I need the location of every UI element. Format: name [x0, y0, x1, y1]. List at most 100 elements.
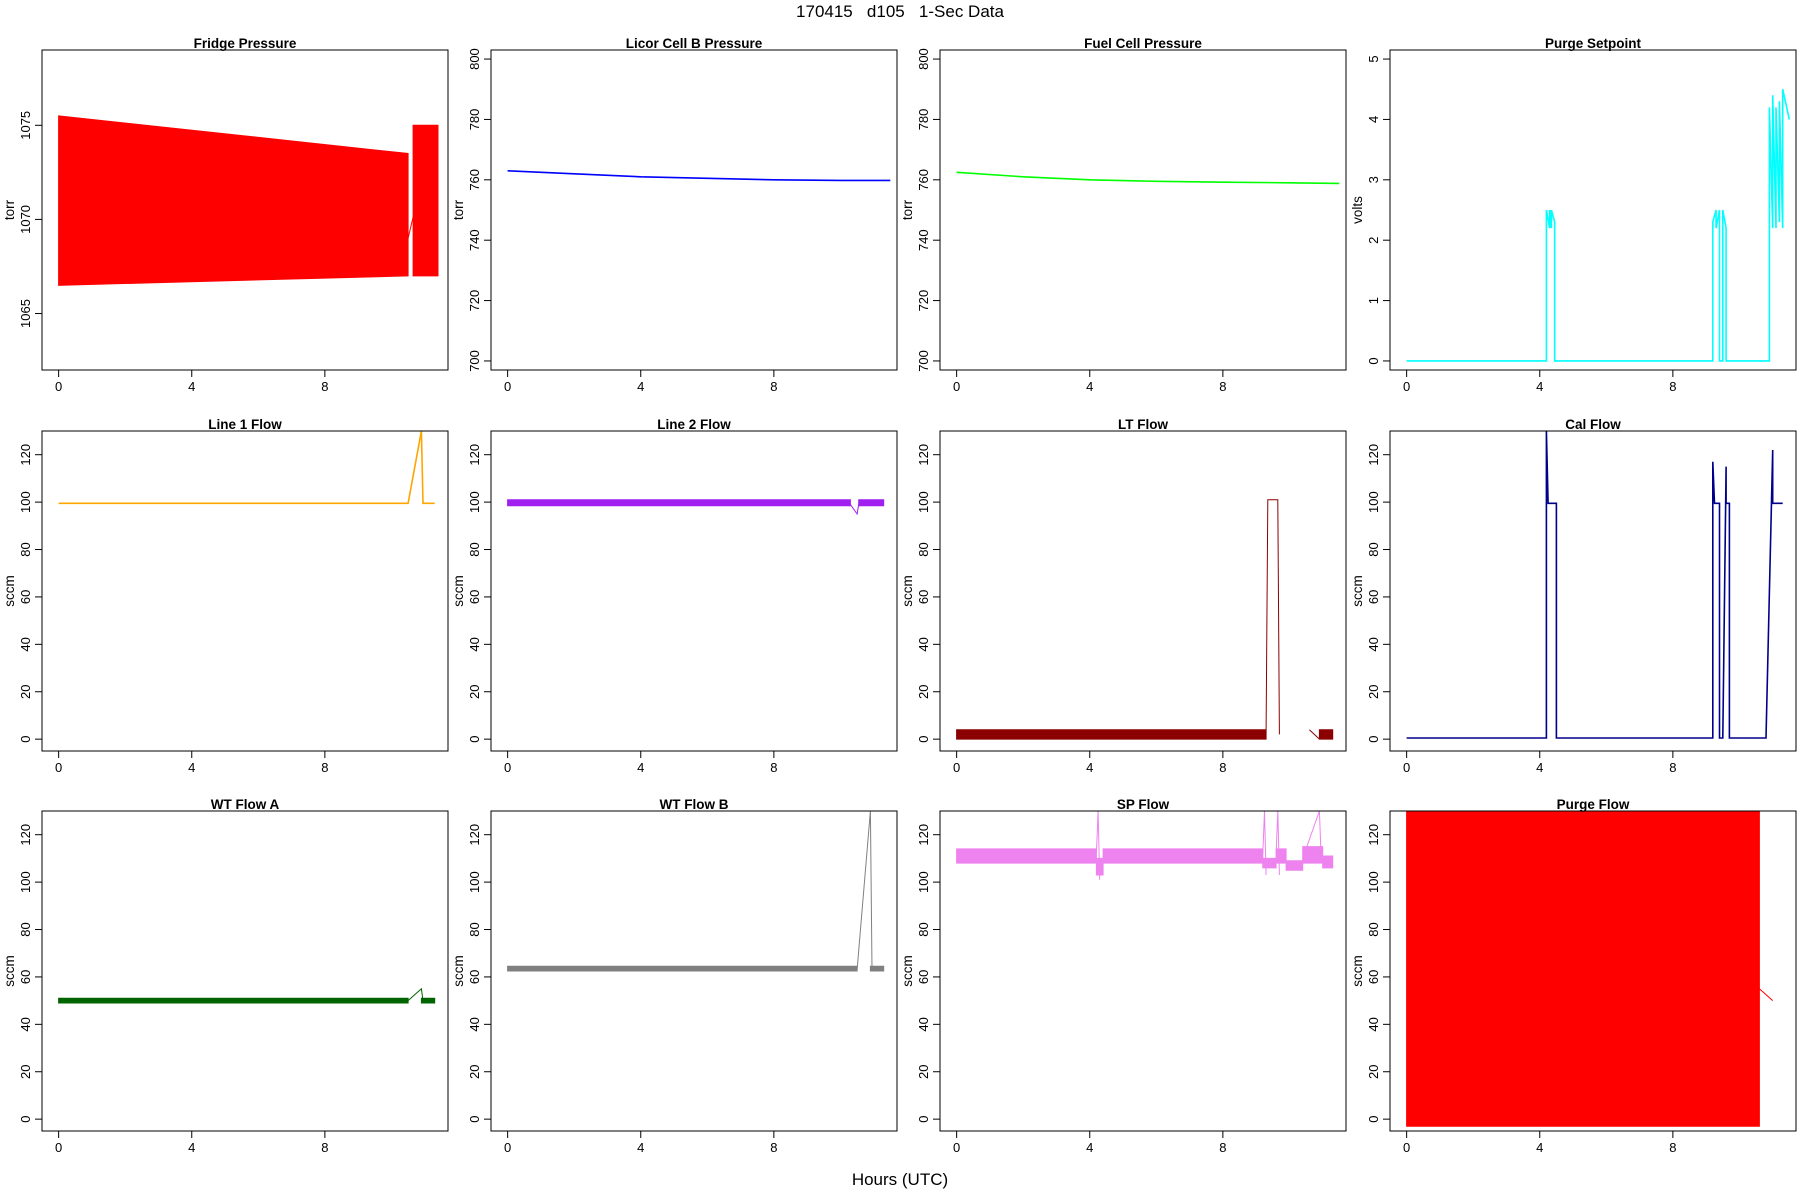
series-connector — [1262, 811, 1267, 876]
plot-area — [1406, 431, 1783, 739]
y-tick-label: 60 — [916, 590, 931, 604]
series-band — [420, 997, 436, 1004]
y-axis-label: torr — [2, 199, 17, 220]
panel-title: Purge Setpoint — [1545, 36, 1642, 51]
plot-frame — [41, 430, 449, 752]
panel-title: WT Flow B — [660, 797, 729, 812]
plot-frame — [939, 49, 1347, 371]
y-tick-label: 0 — [916, 736, 931, 743]
series-line — [956, 171, 1340, 185]
y-tick-label: 0 — [18, 736, 33, 743]
x-tick-label: 4 — [637, 1140, 644, 1155]
x-tick-label: 4 — [188, 379, 195, 394]
x-tick-label: 8 — [1219, 760, 1226, 775]
y-tick-label: 60 — [1366, 970, 1381, 984]
y-tick-label: 80 — [916, 542, 931, 556]
panel-title: Licor Cell B Pressure — [626, 36, 763, 51]
plot-frame — [1389, 49, 1797, 371]
y-tick-label: 20 — [18, 685, 33, 699]
y-axis-label: sccm — [900, 955, 915, 987]
y-tick-label: 20 — [467, 685, 482, 699]
y-tick-label: 80 — [467, 922, 482, 936]
series-connector — [849, 504, 860, 516]
x-tick-label: 0 — [55, 760, 62, 775]
plot-area — [507, 170, 891, 182]
y-tick-label: 120 — [1366, 824, 1381, 846]
y-tick-label: 40 — [467, 1017, 482, 1031]
series-line — [507, 170, 891, 182]
series-band — [956, 729, 1267, 740]
y-tick-label: 0 — [467, 736, 482, 743]
y-tick-label: 80 — [467, 542, 482, 556]
figure-x-axis-label: Hours (UTC) — [851, 1170, 949, 1189]
y-axis-label: torr — [900, 199, 915, 220]
y-tick-label: 80 — [1366, 542, 1381, 556]
y-tick-label: 4 — [1366, 116, 1381, 123]
y-tick-label: 40 — [1366, 637, 1381, 651]
y-tick-label: 20 — [916, 685, 931, 699]
x-tick-label: 0 — [953, 760, 960, 775]
x-tick-label: 8 — [1219, 379, 1226, 394]
x-tick-label: 0 — [55, 1140, 62, 1155]
panel-0: Fridge Pressure 0 4 8 1065 1070 1075 torr — [2, 36, 449, 394]
series-band — [1318, 729, 1334, 740]
panel-title: Fuel Cell Pressure — [1084, 36, 1202, 51]
y-tick-label: 60 — [467, 590, 482, 604]
panel-title: Purge Flow — [1557, 797, 1630, 812]
x-tick-label: 8 — [770, 760, 777, 775]
x-tick-label: 0 — [504, 760, 511, 775]
series-connector — [407, 181, 422, 239]
y-axis-label: sccm — [2, 955, 17, 987]
y-axis-label: torr — [451, 199, 466, 220]
y-tick-label: 60 — [916, 970, 931, 984]
series-connector — [1265, 499, 1280, 735]
y-tick-label: 20 — [467, 1065, 482, 1079]
plot-area — [507, 811, 885, 972]
y-tick-label: 100 — [18, 491, 33, 513]
y-tick-label: 1065 — [18, 299, 33, 328]
plot-frame — [41, 49, 449, 371]
plot-area — [58, 987, 436, 1004]
y-axis-label: sccm — [1350, 575, 1365, 607]
plot-area — [956, 811, 1334, 880]
x-tick-label: 4 — [637, 760, 644, 775]
y-tick-label: 3 — [1366, 176, 1381, 183]
panel-3: Purge Setpoint 0 4 8 0 1 2 3 4 5 volts — [1350, 36, 1797, 394]
series-band — [507, 499, 851, 507]
series-band — [1406, 811, 1760, 1127]
series-line — [58, 431, 435, 505]
y-tick-label: 780 — [916, 109, 931, 131]
y-tick-label: 40 — [916, 1017, 931, 1031]
plot-area — [58, 431, 435, 505]
x-tick-label: 0 — [55, 379, 62, 394]
y-tick-label: 20 — [1366, 1065, 1381, 1079]
y-tick-label: 80 — [18, 922, 33, 936]
y-tick-label: 40 — [1366, 1017, 1381, 1031]
x-tick-label: 8 — [770, 1140, 777, 1155]
x-tick-label: 8 — [321, 379, 328, 394]
y-axis-label: sccm — [451, 575, 466, 607]
plot-frame — [41, 810, 449, 1132]
x-tick-label: 8 — [1219, 1140, 1226, 1155]
series-connector — [1309, 729, 1320, 740]
y-tick-label: 0 — [1366, 357, 1381, 364]
y-tick-label: 80 — [18, 542, 33, 556]
y-tick-label: 60 — [18, 970, 33, 984]
y-tick-label: 700 — [916, 350, 931, 372]
x-tick-label: 4 — [1086, 760, 1093, 775]
plot-area — [58, 115, 439, 286]
y-tick-label: 700 — [467, 350, 482, 372]
plot-frame — [1389, 430, 1797, 752]
y-tick-label: 20 — [1366, 685, 1381, 699]
y-tick-label: 0 — [1366, 1116, 1381, 1123]
y-tick-label: 120 — [18, 824, 33, 846]
series-connector — [407, 987, 424, 1001]
plot-frame — [939, 810, 1347, 1132]
y-tick-label: 100 — [1366, 491, 1381, 513]
plot-frame — [939, 430, 1347, 752]
y-tick-label: 120 — [916, 824, 931, 846]
y-tick-label: 40 — [916, 637, 931, 651]
